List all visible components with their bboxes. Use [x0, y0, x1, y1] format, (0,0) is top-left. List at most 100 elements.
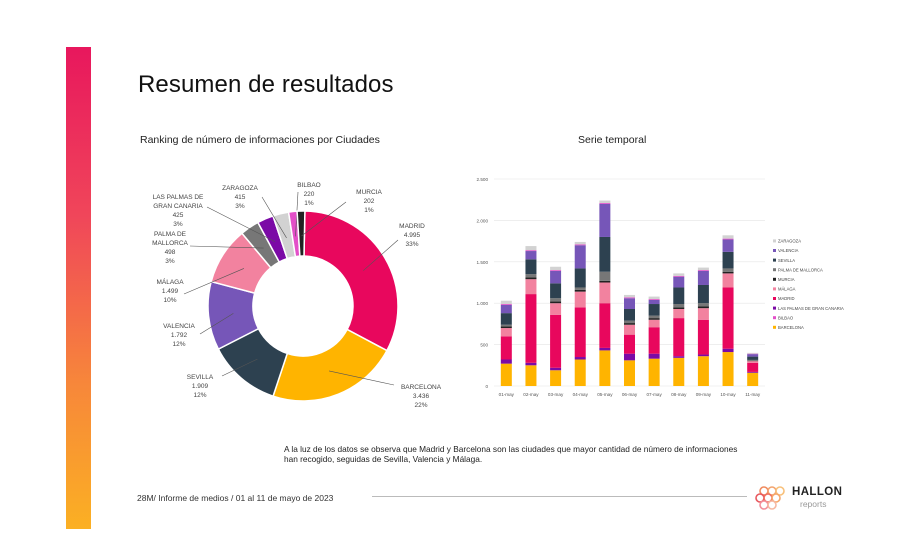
donut-label-las-palmas-de-gran-canaria-value: 425	[173, 212, 184, 219]
bar-10-may-sevilla	[722, 251, 734, 269]
donut-chart-title: Ranking de número de informaciones por C…	[140, 134, 380, 146]
bar-09-may-zaragoza	[697, 267, 709, 271]
bar-03-may-barcelona	[550, 370, 562, 386]
bar-01-may-palma-de-mallorca	[500, 324, 512, 327]
donut-label-bilbao-value: 220	[304, 191, 315, 198]
bar-02-may-barcelona	[525, 365, 537, 386]
legend-swatch-valencia	[773, 249, 776, 252]
bar-10-may-valencia	[722, 239, 734, 252]
leader-line-valencia	[199, 313, 234, 335]
bar-chart-title: Serie temporal	[578, 134, 647, 146]
bar-07-may-las-palmas-de-gran-canaria	[648, 353, 660, 359]
bar-03-may-madrid	[550, 314, 562, 368]
bar-09-may-barcelona	[697, 356, 709, 386]
bar-09-may-murcia	[697, 306, 709, 309]
x-tick-label-11-may: 11-may	[745, 392, 761, 397]
bar-09-may-madrid	[697, 319, 709, 355]
legend-swatch-palma-de-mallorca	[773, 268, 776, 272]
x-tick-label-05-may: 05-may	[597, 392, 613, 397]
bar-04-may-palma-de-mallorca	[574, 287, 586, 290]
donut-label-palma-de-mallorca-name: MALLORCA	[152, 240, 188, 247]
leader-line-malaga	[183, 268, 245, 295]
donut-label-barcelona-value: 3.436	[413, 393, 430, 400]
donut-label-las-palmas-de-gran-canaria-name: LAS PALMAS DE	[153, 194, 204, 201]
legend-label-las-palmas-de-gran-canaria: LAS PALMAS DE GRAN CANARIA	[778, 306, 844, 311]
bar-10-may-zaragoza	[722, 235, 734, 239]
donut-label-zaragoza-value: 415	[235, 194, 246, 201]
donut-label-madrid-value: 4.995	[404, 232, 421, 239]
bar-01-may-zaragoza	[500, 300, 512, 305]
bar-10-may-palma-de-mallorca	[722, 268, 734, 272]
y-tick-label-1500: 1.500	[477, 260, 489, 265]
legend-swatch-barcelona	[773, 325, 776, 329]
x-tick-label-07-may: 07-may	[646, 392, 662, 397]
bar-01-may-malaga	[500, 328, 512, 337]
donut-label-las-palmas-de-gran-canaria-pct: 3%	[173, 221, 183, 228]
bar-07-may-malaga	[648, 319, 660, 328]
bar-01-may-valencia	[500, 304, 512, 314]
bar-02-may-zaragoza	[525, 246, 537, 251]
donut-label-barcelona-pct: 22%	[414, 402, 427, 409]
donut-label-malaga-value: 1.499	[162, 288, 179, 295]
donut-label-las-palmas-de-gran-canaria-name: GRAN CANARIA	[153, 203, 203, 210]
x-tick-label-04-may: 04-may	[573, 392, 589, 397]
bar-01-may-barcelona	[500, 363, 512, 386]
bar-07-may-palma-de-mallorca	[648, 315, 660, 319]
bar-02-may-madrid	[525, 294, 537, 363]
x-tick-label-10-may: 10-may	[720, 392, 736, 397]
bar-06-may-sevilla	[624, 308, 635, 321]
donut-label-sevilla-name: SEVILLA	[187, 374, 214, 381]
bar-06-may-malaga	[624, 324, 635, 335]
bar-04-may-bilbao	[574, 244, 586, 246]
donut-slice-barcelona	[272, 328, 388, 402]
bar-03-may-sevilla	[550, 283, 562, 299]
bar-04-may-sevilla	[574, 268, 586, 288]
legend-swatch-murcia	[773, 277, 776, 281]
leader-line-palma-de-mallorca	[189, 245, 264, 249]
bar-09-may-malaga	[697, 308, 709, 320]
footer-divider	[372, 496, 747, 497]
bar-01-may-bilbao	[500, 304, 512, 305]
y-tick-label-2000: 2.000	[477, 218, 489, 223]
bar-04-may-zaragoza	[574, 241, 586, 245]
footer-text: 28M/ Informe de medios / 01 al 11 de may…	[137, 493, 334, 503]
bar-07-may-murcia	[648, 318, 660, 320]
x-tick-label-09-may: 09-may	[696, 392, 712, 397]
x-tick-label-03-may: 03-may	[548, 392, 564, 397]
donut-label-zaragoza-name: ZARAGOZA	[222, 185, 258, 192]
bar-03-may-murcia	[550, 301, 562, 304]
bar-03-may-bilbao	[550, 270, 562, 271]
bar-08-may-valencia	[673, 276, 685, 288]
bar-11-may-sevilla	[747, 356, 759, 360]
bar-09-may-sevilla	[697, 284, 709, 304]
bar-07-may-sevilla	[648, 304, 660, 316]
bar-02-may-valencia	[525, 251, 537, 260]
bar-11-may-malaga	[747, 361, 759, 363]
bar-04-may-barcelona	[574, 359, 586, 386]
leader-line-madrid	[363, 239, 399, 271]
donut-label-madrid-name: MADRID	[399, 223, 425, 230]
legend-label-bilbao: BILBAO	[778, 315, 794, 320]
legend-swatch-malaga	[773, 287, 776, 291]
bar-05-may-madrid	[599, 303, 611, 348]
bar-11-may-zaragoza	[747, 352, 759, 354]
bar-09-may-las-palmas-de-gran-canaria	[697, 354, 709, 357]
donut-label-barcelona-name: BARCELONA	[401, 384, 442, 391]
bar-04-may-las-palmas-de-gran-canaria	[574, 357, 586, 360]
y-tick-label-1000: 1.000	[477, 301, 489, 306]
legend-label-zaragoza: ZARAGOZA	[778, 239, 801, 244]
accent-bar	[66, 47, 91, 529]
legend-label-madrid: MADRID	[778, 296, 795, 301]
bar-05-may-palma-de-mallorca	[599, 271, 611, 281]
logo-name: HALLON	[792, 486, 843, 498]
bar-11-may-valencia	[747, 354, 759, 357]
donut-label-murcia-value: 202	[364, 198, 375, 205]
bar-11-may-barcelona	[747, 372, 759, 386]
donut-label-zaragoza-pct: 3%	[235, 203, 245, 210]
bar-09-may-palma-de-mallorca	[697, 303, 709, 307]
bar-04-may-malaga	[574, 291, 586, 308]
bar-01-may-las-palmas-de-gran-canaria	[500, 359, 512, 364]
donut-label-palma-de-mallorca-pct: 3%	[165, 258, 175, 265]
bar-03-may-palma-de-mallorca	[550, 298, 562, 302]
bar-05-may-las-palmas-de-gran-canaria	[599, 347, 611, 351]
